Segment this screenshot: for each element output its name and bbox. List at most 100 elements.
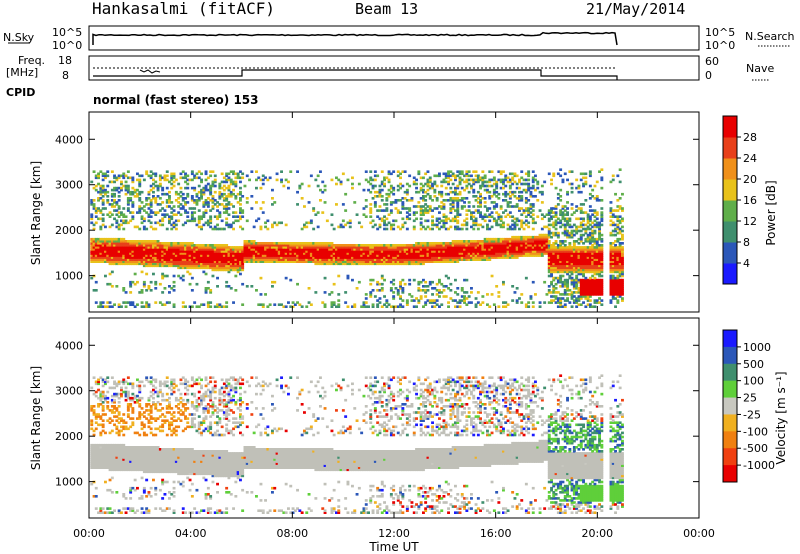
power-cell [90,244,94,247]
power-cell [419,289,423,292]
power-cell [378,205,382,208]
power-cell [110,188,114,192]
power-cell [387,250,391,253]
power-cell [211,197,215,200]
power-cell [172,209,176,212]
power-cell [165,254,169,257]
power-cell [186,246,190,249]
power-cell [454,217,457,221]
power-cell [190,305,194,308]
power-cell [138,227,142,231]
power-cell [396,256,400,259]
power-cell [314,250,318,253]
power-cell [346,258,350,261]
power-cell [252,242,256,245]
power-cell [353,256,357,259]
power-cell [339,182,343,186]
power-cell [579,289,583,292]
power-cell [307,246,311,249]
power-cell [190,178,194,182]
power-cell [527,244,531,247]
power-cell [481,178,485,182]
power-cell [284,248,288,251]
power-cell [490,242,494,245]
power-cell [524,182,528,186]
power-cell [275,244,279,247]
power-cell [515,242,519,245]
power-cell [197,219,201,223]
power-cell [332,256,336,259]
power-cell [458,305,462,308]
power-cell [561,178,565,182]
power-cell [195,201,199,204]
power-cell [465,170,469,173]
power-cell [170,201,174,204]
power-cell [284,250,288,253]
power-cell [220,262,224,266]
power-cell [424,242,428,245]
power-cell [383,215,386,218]
power-cell [422,246,425,249]
power-cell [428,282,432,286]
power-cell [511,244,515,247]
power-cell [181,197,185,200]
power-cell [138,182,142,186]
power-cell [330,291,334,294]
power-cell [216,209,219,212]
power-cell [554,250,558,253]
power-cell [353,260,357,263]
power-cell [236,192,240,196]
power-cell [426,254,430,257]
power-cell [520,246,524,249]
power-cell [234,197,238,200]
power-cell [442,219,446,223]
power-cell [90,213,94,216]
power-cell [222,184,226,188]
power-cell [524,199,528,202]
power-cell [147,197,151,200]
power-cell [165,170,169,173]
power-cell [113,176,116,180]
power-cell [572,250,576,253]
power-cell [172,221,176,225]
power-cell [417,190,421,194]
power-cell [92,252,96,255]
power-cell [158,203,162,206]
power-cell [449,246,453,249]
power-cell [94,256,98,259]
power-cell [289,256,293,259]
power-cell [506,254,510,257]
power-cell [291,246,295,249]
power-cell [545,250,549,253]
power-cell [225,260,229,263]
power-cell [291,260,295,263]
power-cell [433,188,437,192]
power-cell [229,170,233,173]
power-cell [488,178,492,182]
power-cell [211,180,215,184]
power-cell [328,293,332,296]
power-cell [259,276,263,280]
power-cell [591,240,595,243]
power-cell [129,260,133,263]
power-cell [440,205,444,208]
power-cell [351,246,354,249]
power-cell [149,258,153,261]
power-cell [213,266,217,270]
power-cell [422,213,425,216]
power-cell [568,254,572,257]
power-cell [490,184,494,188]
power-cell [243,184,247,188]
power-cell [154,221,158,225]
power-cell [220,268,224,272]
power-cell [577,272,581,276]
power-cell [566,231,569,235]
power-cell [438,246,441,249]
power-cell [563,260,567,263]
power-cell [563,225,567,229]
power-cell [428,205,432,208]
power-cell [451,199,455,202]
power-cell [438,172,441,176]
power-cell [90,242,94,245]
power-cell [405,207,409,210]
